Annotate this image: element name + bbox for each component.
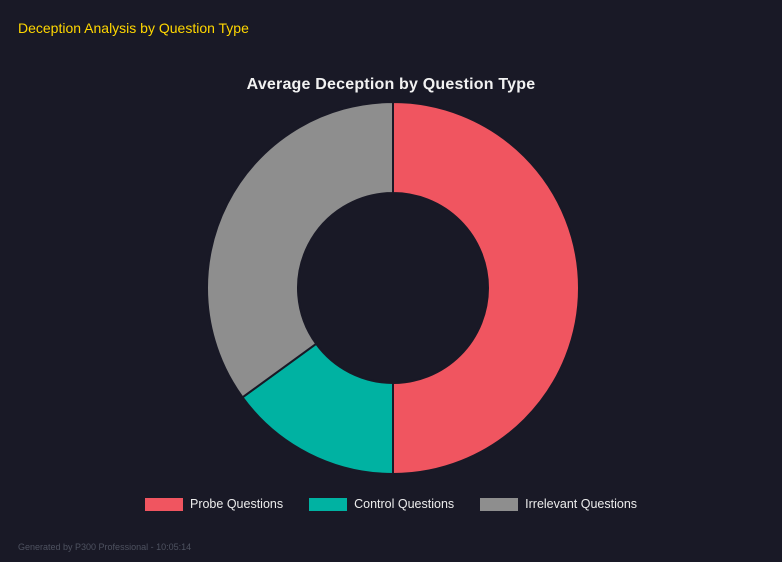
legend-swatch-probe-questions: [144, 497, 183, 511]
legend-item-irrelevant-questions[interactable]: Irrelevant Questions: [480, 497, 637, 511]
legend-label: Probe Questions: [189, 497, 284, 511]
chart-legend: Probe Questions Control Questions Irreleva…: [0, 497, 782, 511]
legend-swatch-control-questions: [309, 497, 348, 511]
chart-title: Average Deception by Question Type: [246, 76, 536, 93]
pie-slice-probe-questions: [392, 100, 580, 476]
pie-slice-irrelevant-questions: [206, 100, 394, 399]
legend-label: Irrelevant Questions: [525, 497, 638, 511]
donut-chart: [206, 100, 580, 476]
legend-item-probe-questions[interactable]: Probe Questions: [144, 497, 284, 511]
legend-item-control-questions[interactable]: Control Questions: [309, 497, 454, 511]
page-title: Deception Analysis by Question Type: [18, 20, 249, 36]
legend-label: Control Questions: [354, 497, 455, 511]
footer-generated-text: Generated by P300 Professional - 10:05:1…: [18, 542, 192, 552]
legend-swatch-irrelevant-questions: [480, 497, 519, 511]
